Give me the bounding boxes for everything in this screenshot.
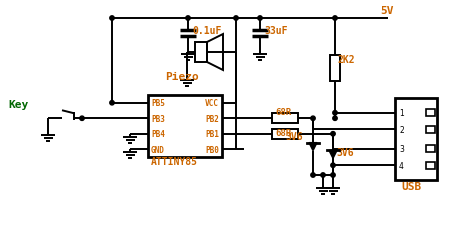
Text: 0.1uF: 0.1uF [192, 26, 221, 36]
Text: PB1: PB1 [205, 130, 219, 139]
Text: 2: 2 [399, 126, 404, 135]
Circle shape [234, 16, 238, 20]
Polygon shape [329, 150, 337, 158]
Text: 3V6: 3V6 [285, 132, 303, 142]
Text: 5V: 5V [380, 6, 394, 16]
Text: 2K2: 2K2 [338, 55, 356, 65]
Circle shape [333, 116, 337, 121]
Text: PB5: PB5 [151, 99, 165, 108]
Text: 68R: 68R [275, 129, 291, 138]
Circle shape [110, 16, 114, 20]
Bar [195, 42, 207, 62]
Text: PB3: PB3 [151, 115, 165, 124]
Text: 3V6: 3V6 [336, 148, 354, 158]
Bar [426, 145, 435, 152]
Circle shape [321, 173, 325, 177]
Bar [395, 98, 437, 180]
Circle shape [331, 132, 335, 136]
Circle shape [311, 116, 315, 121]
Circle shape [333, 111, 337, 115]
Bar [330, 55, 340, 81]
Text: ATTINY85: ATTINY85 [151, 157, 198, 167]
Text: 68R: 68R [275, 108, 291, 117]
Circle shape [186, 16, 190, 20]
Text: 3: 3 [399, 145, 404, 154]
Circle shape [80, 116, 84, 121]
Text: Key: Key [8, 100, 28, 110]
Text: Piezo: Piezo [165, 72, 199, 82]
Text: GND: GND [151, 146, 165, 155]
Circle shape [331, 173, 335, 177]
Circle shape [333, 16, 337, 20]
Bar [426, 109, 435, 116]
Bar [148, 95, 222, 157]
Text: VCC: VCC [205, 99, 219, 108]
Text: 4: 4 [399, 162, 404, 171]
Polygon shape [309, 143, 317, 151]
Text: PB0: PB0 [205, 146, 219, 155]
Bar [272, 113, 298, 123]
Bar [272, 129, 298, 139]
Text: 1: 1 [399, 109, 404, 118]
Text: 33uF: 33uF [264, 26, 287, 36]
Text: USB: USB [401, 182, 421, 192]
Bar [426, 162, 435, 169]
Text: PB4: PB4 [151, 130, 165, 139]
Bar [426, 126, 435, 133]
Circle shape [258, 16, 262, 20]
Circle shape [331, 163, 335, 167]
Circle shape [110, 101, 114, 105]
Text: PB2: PB2 [205, 115, 219, 124]
Circle shape [311, 173, 315, 177]
